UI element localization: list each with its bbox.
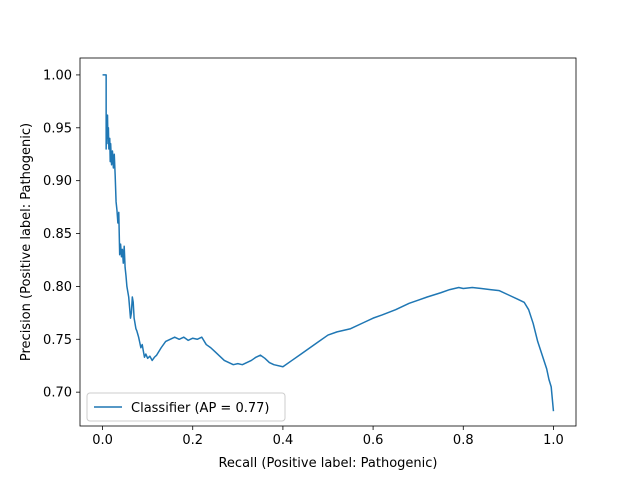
axes [79, 57, 577, 427]
y-tick-label: 0.90 [43, 174, 72, 189]
y-axis-label: Precision (Positive label: Pathogenic) [19, 123, 34, 361]
x-tick-label: 0.6 [363, 433, 384, 448]
x-axis-label: Recall (Positive label: Pathogenic) [218, 456, 437, 471]
y-tick-label: 0.70 [43, 386, 72, 401]
x-axis-ticks: 0.0 0.2 0.4 0.6 0.8 1.0 [92, 426, 564, 448]
legend: Classifier (AP = 0.77) [86, 392, 286, 422]
y-axis-ticks: 0.70 0.75 0.80 0.85 0.90 0.95 1.00 [43, 68, 80, 401]
y-tick-label: 0.80 [43, 280, 72, 295]
axes-frame [79, 57, 577, 427]
y-tick-label: 1.00 [43, 68, 72, 83]
x-tick-label: 0.2 [182, 433, 203, 448]
x-tick-label: 0.4 [273, 433, 294, 448]
x-tick-label: 1.0 [543, 433, 564, 448]
x-tick-label: 0.0 [92, 433, 113, 448]
y-tick-label: 0.75 [43, 333, 72, 348]
legend-box [86, 392, 286, 422]
y-tick-label: 0.95 [43, 121, 72, 136]
x-tick-label: 0.8 [453, 433, 474, 448]
y-tick-label: 0.85 [43, 227, 72, 242]
series-line-0 [102, 74, 555, 412]
legend-label: Classifier (AP = 0.77) [131, 401, 269, 416]
series-layer [102, 74, 555, 412]
